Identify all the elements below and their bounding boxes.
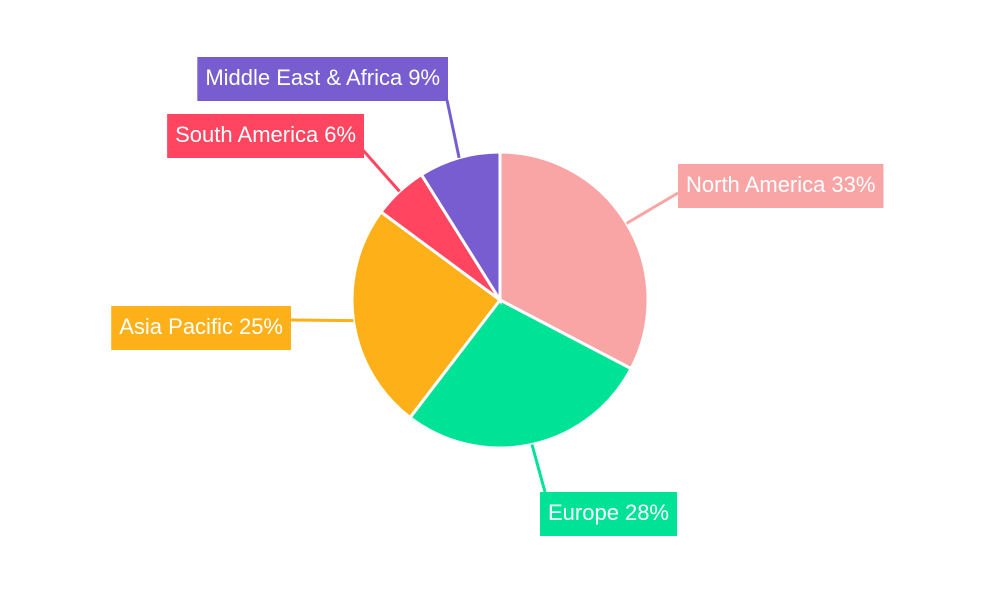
value-label: 33% [831, 172, 875, 197]
category-name: Europe [548, 500, 619, 525]
category-name: Asia Pacific [119, 314, 233, 339]
value-label: 9% [408, 65, 440, 90]
leader-line [530, 444, 547, 493]
category-name: Middle East & Africa [205, 65, 403, 90]
labels: North America 33% Europe 28% Asia Pacific 25%… [111, 57, 884, 536]
label-text: North America 33% [686, 172, 875, 197]
slice-label: Europe 28% [540, 492, 677, 536]
leader-line [289, 318, 354, 323]
label-text: Asia Pacific 25% [119, 314, 283, 339]
slice-label: Middle East & Africa 9% [197, 57, 448, 101]
label-box [111, 306, 291, 350]
slice [350, 209, 503, 420]
label-box [167, 114, 364, 158]
value-label: 28% [625, 500, 669, 525]
leader-line [360, 148, 401, 193]
label-text: Middle East & Africa 9% [205, 65, 440, 90]
slices [350, 150, 650, 450]
slice-label: Asia Pacific 25% [111, 306, 291, 350]
label-text: South America 6% [175, 122, 356, 147]
leader-line [445, 99, 461, 159]
slice-label: South America 6% [167, 114, 364, 158]
value-label: 25% [239, 314, 283, 339]
category-name: South America [175, 122, 319, 147]
leader-line [625, 191, 679, 225]
category-name: North America [686, 172, 826, 197]
value-label: 6% [324, 122, 356, 147]
label-box [540, 492, 677, 536]
slice-label: North America 33% [678, 164, 884, 208]
label-box [197, 57, 448, 101]
label-text: Europe 28% [548, 500, 669, 525]
slice [407, 298, 634, 450]
label-box [678, 164, 884, 208]
slice [419, 150, 502, 306]
